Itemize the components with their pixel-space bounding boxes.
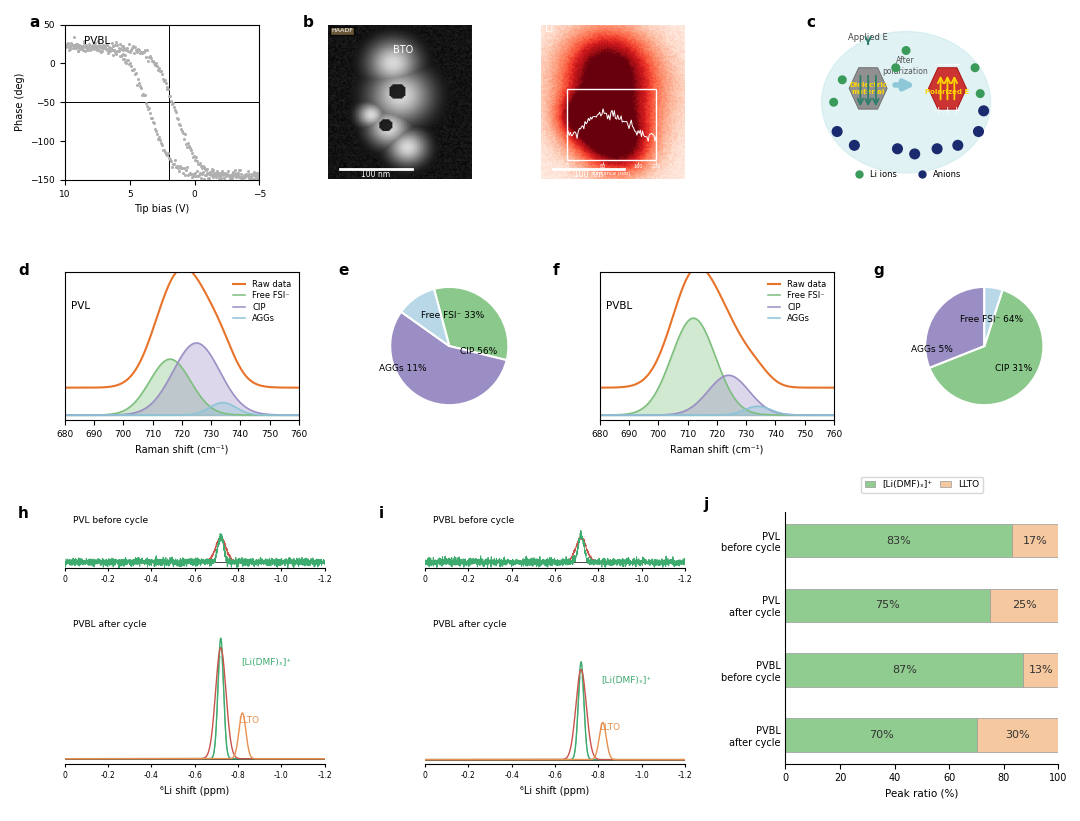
Text: 70%: 70% [868,730,893,741]
Text: BTO: BTO [393,45,414,55]
Bar [990,589,1058,622]
Text: PVBL: PVBL [606,301,632,311]
Legend: Raw data, Free FSI⁻, CIP, AGGs: Raw data, Free FSI⁻, CIP, AGGs [765,277,829,327]
Text: 200: 200 [651,164,661,169]
Text: 75%: 75% [876,600,901,611]
Polygon shape [849,68,887,109]
Text: PVBL: PVBL [84,36,110,46]
Text: e: e [338,264,349,278]
Bar [1012,524,1058,557]
Text: h: h [18,506,29,521]
Legend: Li ions, Anions: Li ions, Anions [851,170,961,179]
Circle shape [850,140,860,150]
Text: AGGs 5%: AGGs 5% [912,345,954,354]
Circle shape [978,106,988,116]
Text: 30%: 30% [1005,730,1029,741]
Circle shape [932,144,942,154]
Y-axis label: Phase (deg): Phase (deg) [15,73,25,131]
Text: d: d [18,264,29,278]
Text: f: f [553,264,559,278]
Text: 25%: 25% [1012,600,1037,611]
Circle shape [909,149,919,158]
X-axis label: Peak ratio (%): Peak ratio (%) [886,789,959,799]
Bar [1023,654,1058,687]
Text: −: − [933,58,944,71]
Text: i: i [378,506,383,521]
Text: 87%: 87% [892,665,917,676]
Polygon shape [929,68,967,109]
Text: CIP 56%: CIP 56% [460,347,498,356]
Legend: [Li(DMF)ₓ]⁺, LLTO: [Li(DMF)ₓ]⁺, LLTO [861,477,983,493]
Text: [Li(DMF)ₓ]⁺: [Li(DMF)ₓ]⁺ [602,677,652,686]
Text: −: − [950,58,961,71]
Text: PVBL after cycle: PVBL after cycle [433,620,507,629]
Text: a: a [30,16,40,30]
Wedge shape [390,312,507,405]
Text: LLTO: LLTO [598,723,620,732]
Bar [785,524,1012,557]
Circle shape [974,126,983,136]
X-axis label: Tip bias (V): Tip bias (V) [135,204,190,214]
Text: PVBL after cycle: PVBL after cycle [72,620,146,629]
Circle shape [829,99,837,106]
Ellipse shape [822,31,990,173]
Text: 0: 0 [565,164,568,169]
Circle shape [892,64,900,71]
Text: g: g [874,264,885,278]
Wedge shape [401,289,449,346]
Text: LLTO: LLTO [239,716,259,724]
Wedge shape [434,287,509,360]
X-axis label: Raman shift (cm⁻¹): Raman shift (cm⁻¹) [670,444,764,454]
Text: 100 nm: 100 nm [361,170,390,179]
Circle shape [976,89,984,98]
Wedge shape [984,287,1002,346]
Text: [Li(DMF)ₓ]⁺: [Li(DMF)ₓ]⁺ [241,658,292,667]
Text: +: + [943,106,953,117]
Text: 100 nm: 100 nm [573,170,603,179]
Text: 17%: 17% [1023,535,1048,546]
Circle shape [953,140,962,150]
Bar [785,654,1023,687]
Circle shape [833,126,842,136]
Text: 83%: 83% [887,535,912,546]
Text: Free FSI⁻ 64%: Free FSI⁻ 64% [960,315,1023,324]
Text: b: b [302,16,313,30]
Circle shape [838,76,846,84]
Text: −: − [942,58,953,71]
Text: PVBL before cycle: PVBL before cycle [433,516,514,525]
Text: PVL: PVL [70,301,90,311]
Text: HAADF: HAADF [332,29,353,34]
Text: After
polarization: After polarization [882,57,928,76]
Text: PVL before cycle: PVL before cycle [72,516,148,525]
Text: Free FSI⁻ 33%: Free FSI⁻ 33% [420,311,484,320]
Bar [567,89,657,160]
Bar [785,589,990,622]
Circle shape [902,47,909,54]
Text: +: + [951,106,961,117]
Bar [785,718,976,752]
X-axis label: Raman shift (cm⁻¹): Raman shift (cm⁻¹) [135,444,229,454]
Text: CIP 31%: CIP 31% [996,364,1032,373]
Legend: Raw data, Free FSI⁻, CIP, AGGs: Raw data, Free FSI⁻, CIP, AGGs [230,277,295,327]
Text: AGGs 11%: AGGs 11% [379,364,427,373]
Circle shape [893,144,902,154]
Text: 13%: 13% [1028,665,1053,676]
Text: Dielectric
material: Dielectric material [849,82,887,95]
Bar [976,718,1058,752]
Text: +: + [934,106,944,117]
Text: j: j [703,498,708,512]
Circle shape [971,64,978,71]
X-axis label: ⁶Li shift (ppm): ⁶Li shift (ppm) [160,786,229,796]
Wedge shape [930,290,1043,405]
Text: Polarized E: Polarized E [926,89,970,95]
Text: Applied E: Applied E [848,33,888,42]
Text: 160: 160 [634,164,643,169]
Text: Li: Li [545,25,554,34]
Text: 80: 80 [599,164,606,169]
Text: c: c [806,16,815,30]
Wedge shape [926,287,984,368]
X-axis label: ⁶Li shift (ppm): ⁶Li shift (ppm) [521,786,590,796]
Text: Distance (nm): Distance (nm) [593,171,631,176]
